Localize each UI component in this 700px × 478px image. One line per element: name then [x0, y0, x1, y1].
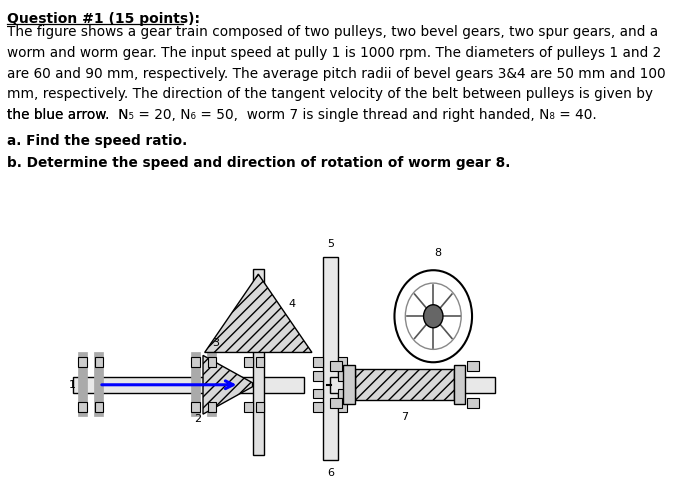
Bar [467, 361, 479, 371]
Text: mm, respectively. The direction of the tangent velocity of the belt between pull: mm, respectively. The direction of the t… [6, 87, 652, 101]
Bar [256, 402, 264, 412]
Bar [337, 402, 347, 412]
Bar [208, 358, 216, 367]
Text: 8: 8 [434, 249, 441, 259]
Text: the blue arrow.  N: the blue arrow. N [6, 108, 128, 122]
Bar [323, 257, 337, 460]
Text: the blue arrow.  N₅ = 20, N₆ = 50,  worm 7 is single thread and right handed, N₈: the blue arrow. N₅ = 20, N₆ = 50, worm 7… [6, 108, 596, 122]
Text: 7: 7 [401, 412, 408, 422]
Bar [337, 389, 347, 399]
Bar [454, 365, 466, 404]
Circle shape [424, 305, 443, 328]
Bar [208, 402, 216, 412]
Bar [337, 371, 347, 381]
Bar [95, 358, 103, 367]
Text: 4: 4 [288, 299, 295, 308]
Bar [467, 399, 479, 408]
Bar [95, 402, 103, 412]
Bar [330, 377, 495, 392]
Bar [78, 402, 87, 412]
Text: b. Determine the speed and direction of rotation of worm gear 8.: b. Determine the speed and direction of … [6, 156, 510, 170]
Text: 5: 5 [328, 239, 335, 249]
Bar [244, 358, 253, 367]
Bar [192, 358, 199, 367]
Text: a. Find the speed ratio.: a. Find the speed ratio. [6, 134, 187, 148]
Bar [73, 377, 304, 392]
Circle shape [405, 283, 461, 349]
Text: 6: 6 [328, 468, 335, 478]
Bar [256, 358, 264, 367]
Text: Question #1 (15 points):: Question #1 (15 points): [6, 12, 200, 26]
Bar [253, 269, 264, 455]
Text: are 60 and 90 mm, respectively. The average pitch radii of bevel gears 3&4 are 5: are 60 and 90 mm, respectively. The aver… [6, 66, 665, 81]
Bar [313, 389, 323, 399]
Bar [313, 358, 323, 367]
Bar [313, 371, 323, 381]
Bar [330, 399, 342, 408]
Text: 1: 1 [69, 380, 76, 390]
Text: 2: 2 [194, 414, 201, 424]
Text: worm and worm gear. The input speed at pully 1 is 1000 rpm. The diameters of pul: worm and worm gear. The input speed at p… [6, 46, 661, 60]
Bar [244, 402, 253, 412]
Bar [78, 358, 87, 367]
Bar [337, 358, 347, 367]
Bar [343, 365, 355, 404]
Bar [313, 402, 323, 412]
Polygon shape [203, 356, 253, 414]
Polygon shape [204, 274, 312, 352]
Text: The figure shows a gear train composed of two pulleys, two bevel gears, two spur: The figure shows a gear train composed o… [6, 25, 658, 40]
Circle shape [395, 270, 472, 362]
Bar [192, 402, 199, 412]
Text: 3: 3 [212, 337, 219, 348]
Bar [330, 361, 342, 371]
Bar [355, 369, 454, 401]
